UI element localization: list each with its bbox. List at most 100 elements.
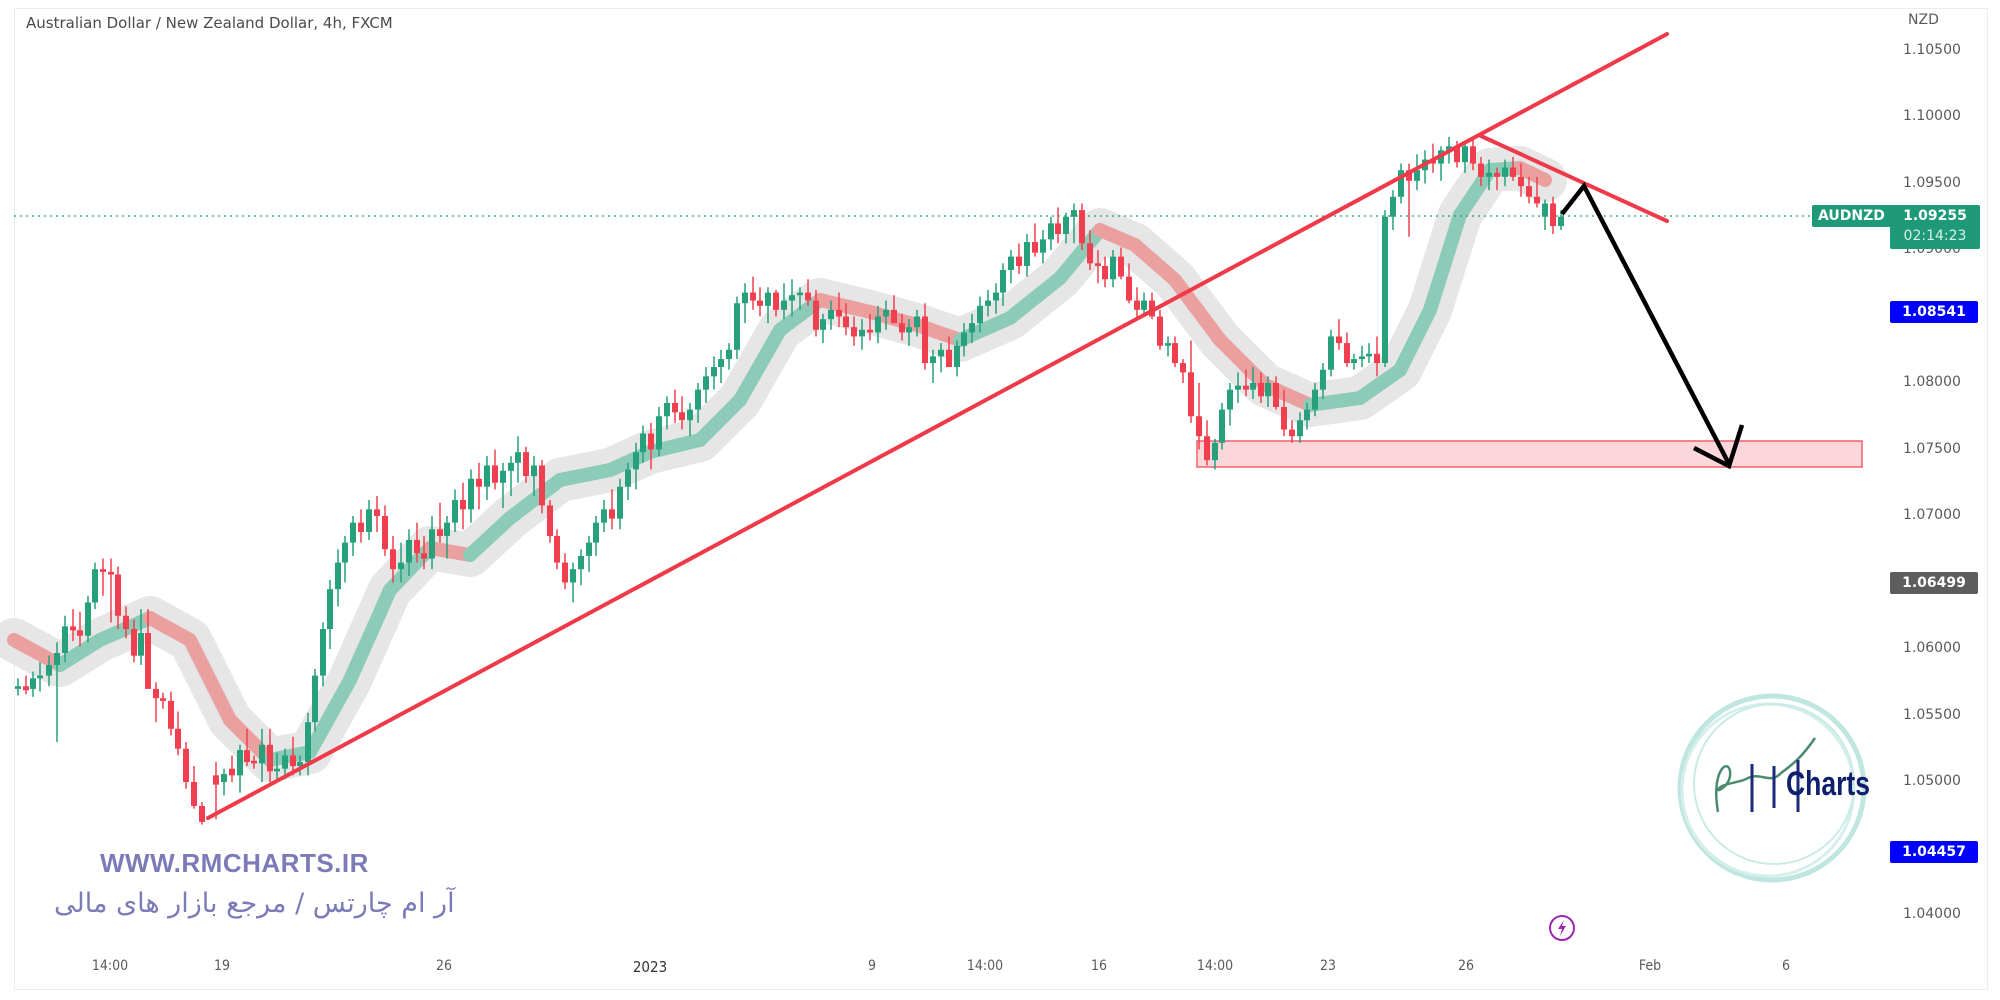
candle [282,755,288,769]
candle [1328,336,1334,370]
candle [899,323,905,333]
candle [1406,170,1412,181]
candle [1258,383,1264,397]
candle [625,469,631,487]
candle [1219,409,1225,443]
lightning-icon[interactable] [1548,914,1576,942]
candle [1079,210,1085,244]
candle [1134,300,1140,310]
candle [648,433,654,450]
candle [656,416,662,450]
candle [515,452,521,463]
candle [213,775,219,785]
rmcharts-logo-icon [1677,693,1867,883]
price-tick: 1.07500 [1903,440,1961,457]
candle [703,376,709,390]
demand-zone[interactable] [1196,440,1863,468]
candle [350,522,356,543]
candle [1102,265,1108,280]
candle [123,615,129,630]
candle [1126,276,1132,301]
projection-arrow[interactable] [1560,181,1731,466]
candle [805,292,811,301]
candle [484,465,490,487]
candle [183,748,189,782]
candle [750,292,756,301]
candle [711,367,717,377]
candle [867,329,873,333]
price-tick: 1.06000 [1903,640,1961,656]
candle [297,762,303,767]
candle [726,349,732,360]
candle [1454,146,1460,163]
candle [145,633,151,689]
candle [836,309,842,317]
candle [138,633,144,656]
time-tick: 6 [1781,958,1791,974]
candle [1414,170,1420,181]
candle [108,571,114,575]
ascending-trendline[interactable] [206,32,1669,820]
arrow-head-icon [1692,424,1745,470]
candle [1196,416,1202,437]
candle [679,412,685,421]
candle [1040,239,1046,253]
candle [290,755,296,767]
candle [1172,343,1178,364]
candle [977,305,983,324]
candle [1016,256,1022,266]
descending-trendline[interactable] [1479,134,1669,223]
candle [914,316,920,328]
watermark-persian-text: آر ام چارتس / مرجع بازار های مالی [54,888,455,919]
candle [460,500,466,510]
candle [922,316,928,364]
candle [593,522,599,543]
candle [168,700,174,729]
time-tick: 14:00 [966,958,1004,974]
candle [539,465,545,506]
candle [1227,389,1233,410]
candle [54,652,60,665]
candle [1398,170,1404,197]
candle [1157,316,1163,346]
price-level-tag-high: 1.08541 [1890,301,1978,323]
time-tick: Feb [1638,958,1662,974]
candle [664,402,670,417]
price-level-tag-mid: 1.06499 [1890,572,1978,594]
candle [1382,216,1388,364]
candle [508,462,514,471]
candle [85,602,91,636]
candle [468,478,474,510]
candle [640,433,646,453]
candle [586,542,592,556]
time-tick: 2023 [632,958,668,976]
candle [1243,385,1249,390]
candle [1289,429,1295,437]
candle [617,486,623,519]
candle [820,319,826,330]
candle [1446,146,1452,151]
chart-frame [14,8,1988,990]
candle [1534,196,1540,204]
candle [476,478,482,487]
candle [1320,369,1326,390]
candle [578,555,584,570]
candle [1526,186,1532,197]
candle [421,553,427,559]
symbol-tag: AUDNZD [1812,205,1898,227]
candle [695,389,701,410]
time-tick: 26 [1457,958,1475,974]
candle [1180,363,1186,373]
candle [554,535,560,563]
current-price-tag: 1.09255 02:14:23 [1890,205,1980,249]
candle [1518,176,1524,187]
candle [100,569,106,572]
time-tick: 14:00 [1196,958,1234,974]
candle [342,542,348,563]
candle [742,292,748,304]
candle [251,760,257,764]
candle [37,675,43,679]
candle [1008,256,1014,270]
time-tick: 26 [435,958,453,974]
